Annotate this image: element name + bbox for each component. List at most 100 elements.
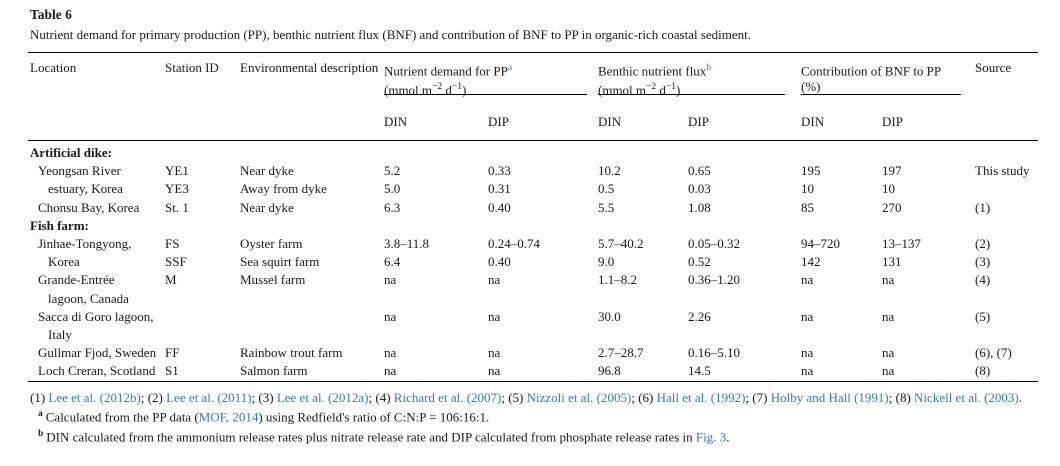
- citation-link[interactable]: Lee et al. (2012a): [276, 389, 369, 405]
- column-header-station-id: Station ID: [165, 52, 240, 141]
- text-segment: .: [1018, 389, 1022, 405]
- citation-link[interactable]: Lee et al. (2012b): [48, 389, 141, 405]
- cell-bnf-din: [598, 290, 688, 308]
- citation-link[interactable]: Hall et al. (1992): [656, 389, 746, 405]
- cell-bnf-din: 30.0: [598, 308, 621, 324]
- table-row: Sacca di Goro lagoon, na na 30.0 2.26 na na (5): [28, 308, 1038, 326]
- cell-pp-din: 5.0: [384, 181, 401, 197]
- footnote-a: a Calculated from the PP data (MOF, 2014)…: [30, 406, 1038, 426]
- cell-pp-dip: 0.31: [488, 181, 511, 197]
- cell-env-description: Near dyke: [240, 163, 294, 179]
- cell-source: This study: [975, 163, 1030, 179]
- cell-pp-din: na: [384, 272, 397, 288]
- text-segment: d: [442, 82, 452, 98]
- footnote-a-text: Calculated from the PP data (MOF, 2014) …: [46, 409, 490, 424]
- text-segment: ; (5): [501, 389, 527, 405]
- unit-exponent: −2: [432, 82, 443, 93]
- cell-contrib-dip: 10: [882, 181, 895, 197]
- cell-location: Loch Creran, Scotland: [28, 362, 165, 382]
- cell-contrib-dip: na: [882, 362, 976, 382]
- text-segment: (1): [30, 389, 49, 405]
- citation-link[interactable]: Nizzoli et al. (2005): [526, 389, 632, 405]
- cell-bnf-dip: [688, 290, 801, 308]
- cell-contrib-dip: [882, 290, 975, 308]
- cell-contrib-din: 85: [801, 199, 814, 215]
- table-row: Yeongsan River YE1 Near dyke 5.2 0.33 10.2 0.6…: [28, 162, 1038, 180]
- cell-contrib-din: 195: [801, 163, 821, 179]
- cell-contrib-dip: na: [882, 272, 895, 288]
- cell-station-id: YE1: [165, 163, 189, 179]
- citation-link[interactable]: Lee et al. (2011): [166, 389, 252, 405]
- cell-pp-din: na: [384, 362, 488, 382]
- header-row-groups: Location Station ID Environmental descri…: [28, 52, 1039, 141]
- cell-contrib-din: 10: [801, 181, 814, 197]
- cell-pp-din: na: [384, 308, 397, 324]
- cell-contrib-dip: 13–137: [882, 236, 921, 252]
- row-group-label: Artificial dike:: [30, 145, 112, 160]
- cell-station-id: St. 1: [165, 199, 189, 215]
- cell-env-description: Mussel farm: [240, 272, 306, 288]
- cell-location: Chonsu Bay, Korea: [38, 199, 140, 215]
- cell-location: Gullmar Fjod, Sweden: [38, 345, 157, 361]
- footnote-ref-a[interactable]: a: [507, 63, 513, 73]
- group-header-benthic-flux: Benthic nutrient fluxb (mmol m−2 d−1): [598, 52, 801, 105]
- data-table: Location Station ID Environmental descri…: [28, 52, 1039, 382]
- cell-contrib-din: [801, 290, 882, 308]
- table-row: Chonsu Bay, Korea St. 1 Near dyke 6.3 0.40 5.…: [28, 199, 1038, 217]
- citation-link[interactable]: Nickell et al. (2003): [914, 389, 1019, 405]
- text-segment: ; (2): [140, 389, 167, 405]
- cell-station-id: FF: [165, 345, 180, 361]
- cell-bnf-dip: 0.65: [688, 163, 711, 179]
- cell-bnf-dip: 2.26: [688, 308, 711, 324]
- footnote-ref-b[interactable]: b: [706, 63, 712, 73]
- cell-contrib-dip: 270: [882, 199, 902, 215]
- cell-bnf-din: 96.8: [598, 362, 688, 382]
- subheader-contrib-din: DIN: [801, 104, 882, 141]
- text-segment: ; (4): [368, 389, 394, 405]
- table-group-row: Fish farm:: [28, 217, 1038, 235]
- cell-bnf-dip: 0.03: [688, 181, 711, 197]
- text-segment: DIN calculated from the ammonium release…: [46, 429, 696, 445]
- group-unit: (mmol m−2 d−1): [598, 79, 801, 98]
- citation-link[interactable]: Richard et al. (2007): [393, 389, 502, 405]
- cell-contrib-din: na: [801, 272, 814, 288]
- cell-env-description: [240, 290, 384, 308]
- citation-link[interactable]: MOF, 2014: [198, 409, 259, 425]
- cell-bnf-din: [598, 326, 688, 344]
- unit-exponent: −2: [646, 82, 657, 93]
- text-segment: (mmol m: [384, 82, 433, 98]
- cell-source: [975, 180, 1038, 198]
- column-header-source: Source: [975, 52, 1039, 141]
- table-row: Italy: [28, 326, 1038, 344]
- cell-source: (2): [975, 236, 991, 252]
- cell-pp-din: [384, 290, 488, 308]
- footnotes-section: (1) Lee et al. (2012b); (2) Lee et al. (…: [30, 389, 1038, 446]
- cell-station-id: [165, 290, 240, 308]
- cell-bnf-dip: 0.16–5.10: [688, 345, 740, 361]
- table-row: Grande-Entrée M Mussel farm na na 1.1–8.2 0.36…: [28, 271, 1038, 289]
- text-segment: ; (6): [631, 389, 657, 405]
- unit-exponent: −1: [451, 82, 462, 93]
- text-segment: ; (3): [251, 389, 277, 405]
- group-underline: [384, 94, 587, 95]
- cell-env-description: Near dyke: [240, 199, 294, 215]
- figure-link[interactable]: Fig. 3: [695, 429, 727, 445]
- citation-link[interactable]: Holby and Hall (1991): [770, 389, 889, 405]
- text-segment: ) using Redfield's ratio of C:N:P = 106:…: [258, 409, 490, 425]
- cell-source: [975, 290, 1038, 308]
- cell-bnf-dip: 0.52: [688, 254, 711, 270]
- cell-contrib-dip: na: [882, 308, 895, 324]
- text-segment: ; (7): [745, 389, 771, 405]
- cell-station-id: SSF: [165, 254, 187, 270]
- cell-source: (5): [975, 308, 991, 324]
- cell-pp-dip: 0.40: [488, 199, 511, 215]
- cell-bnf-din: 2.7–28.7: [598, 345, 644, 361]
- cell-contrib-din: na: [801, 308, 814, 324]
- group-header-nutrient-demand: Nutrient demand for PPa (mmol m−2 d−1): [384, 52, 598, 105]
- cell-station-id: S1: [165, 362, 240, 382]
- group-title: Nutrient demand for PP: [384, 63, 508, 79]
- cell-station-id: YE3: [165, 181, 189, 197]
- subheader-pp-dip: DIP: [488, 104, 598, 141]
- group-title: Benthic nutrient flux: [598, 63, 707, 79]
- table-label: Table 6: [30, 7, 72, 22]
